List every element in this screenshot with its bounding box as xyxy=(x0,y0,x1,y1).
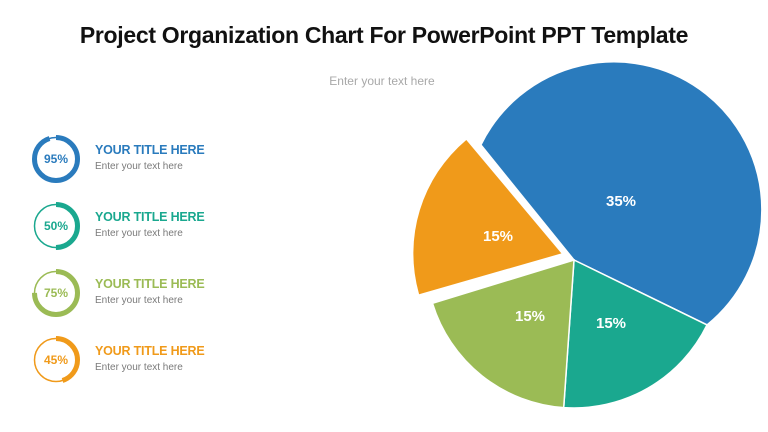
item-title: YOUR TITLE HERE xyxy=(95,344,205,358)
item-title: YOUR TITLE HERE xyxy=(95,210,205,224)
item-title: YOUR TITLE HERE xyxy=(95,143,205,157)
ring-percent: 95% xyxy=(43,152,69,166)
pie-slice-teal xyxy=(562,258,709,409)
legend-item: 95% YOUR TITLE HERE Enter your text here xyxy=(31,134,231,184)
pie-slice-green xyxy=(431,258,575,409)
item-text: Enter your text here xyxy=(95,295,183,306)
pie-label-teal: 15% xyxy=(596,315,626,332)
item-text: Enter your text here xyxy=(95,228,183,239)
progress-ring-icon: 50% xyxy=(31,201,81,251)
legend-item: 45% YOUR TITLE HERE Enter your text here xyxy=(31,335,231,385)
pie-slice-orange xyxy=(413,140,562,295)
pie-label-green: 15% xyxy=(515,308,545,325)
ring-percent: 45% xyxy=(43,353,69,367)
pie-label-orange: 15% xyxy=(483,228,513,245)
page-title: Project Organization Chart For PowerPoin… xyxy=(79,22,689,48)
progress-ring-icon: 45% xyxy=(31,335,81,385)
ring-percent: 50% xyxy=(43,219,69,233)
pie-label-blue: 35% xyxy=(606,193,636,210)
progress-ring-icon: 75% xyxy=(31,268,81,318)
item-text: Enter your text here xyxy=(95,161,183,172)
page-subtitle: Enter your text here xyxy=(329,74,435,88)
ring-percent: 75% xyxy=(43,286,69,300)
legend-item: 75% YOUR TITLE HERE Enter your text here xyxy=(31,268,231,318)
item-text: Enter your text here xyxy=(95,362,183,373)
legend-item: 50% YOUR TITLE HERE Enter your text here xyxy=(31,201,231,251)
pie-slice-blue xyxy=(480,61,763,326)
progress-ring-icon: 95% xyxy=(31,134,81,184)
item-title: YOUR TITLE HERE xyxy=(95,277,205,291)
